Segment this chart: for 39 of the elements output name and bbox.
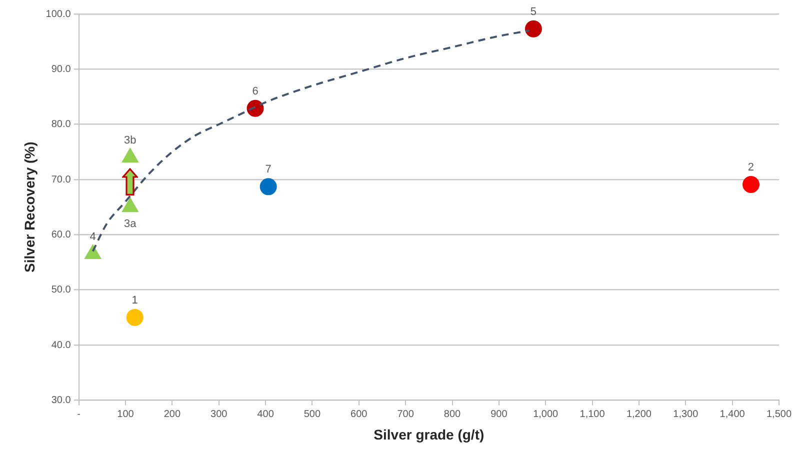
y-tick-label: 70.0 [51, 174, 72, 186]
annotation: 3a [124, 218, 138, 230]
x-tick-label: 700 [397, 408, 414, 420]
x-tick-label: 1,400 [720, 408, 746, 420]
point [126, 308, 144, 326]
y-tick-label: 40.0 [51, 340, 72, 351]
y-tick-label: 30.0 [51, 394, 72, 406]
annotation: 5 [530, 6, 537, 18]
x-tick-label: 200 [164, 408, 181, 420]
y-tick-label: 80.0 [51, 119, 72, 130]
annotation: 6 [252, 85, 258, 98]
point [260, 178, 277, 196]
annotation: 1 [132, 294, 138, 306]
point [742, 176, 760, 193]
y-tick-label: 60.0 [51, 229, 72, 240]
y-tick-label: 50.0 [51, 284, 72, 296]
annotation: 3b [124, 134, 136, 146]
y-tick-label: 100.0 [46, 8, 72, 20]
x-axis-title: Silver grade (g/t) [374, 426, 484, 442]
x-tick-label: 400 [257, 408, 274, 420]
x-tick-label: - [77, 408, 80, 420]
x-tick-label: 1,100 [580, 408, 606, 420]
y-axis-title: Silver Recovery (%) [21, 142, 38, 272]
x-tick-label: 100 [117, 408, 134, 420]
annotation: 7 [265, 164, 272, 176]
x-tick-label: 300 [210, 408, 228, 420]
x-tick-label: 500 [304, 408, 321, 420]
point [524, 20, 542, 38]
x-tick-label: 600 [350, 408, 368, 420]
x-tick-label: 1,300 [673, 408, 699, 420]
annotation: 4 [90, 231, 96, 244]
y-tick-label: 90.0 [51, 64, 72, 75]
annotation: 2 [748, 162, 754, 174]
point [246, 100, 264, 117]
x-tick-label: 800 [444, 408, 462, 420]
x-tick-label: 1,000 [533, 408, 559, 420]
x-tick-label: 900 [490, 408, 508, 420]
x-tick-label: 1,500 [766, 408, 792, 420]
x-tick-label: 1,200 [626, 408, 652, 420]
